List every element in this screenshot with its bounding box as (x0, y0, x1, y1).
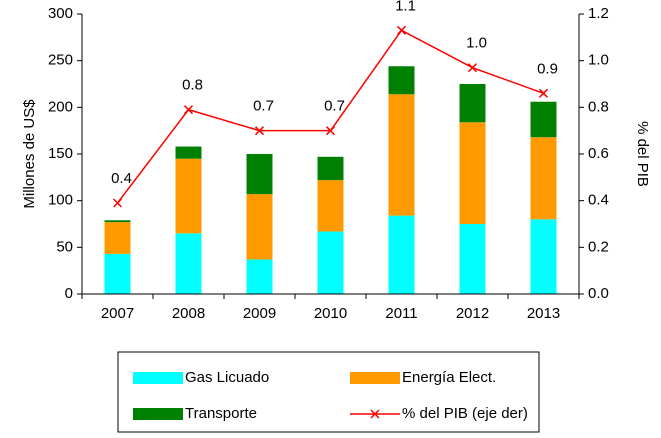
y-axis-label: Millones de US$ (21, 99, 38, 209)
line-marker (183, 105, 194, 115)
data-label: 1.0 (466, 35, 487, 52)
data-label: 0.7 (253, 98, 274, 115)
legend-swatch (133, 372, 183, 384)
y-tick-label: 50 (56, 238, 73, 255)
line-marker (112, 198, 123, 208)
bar (175, 233, 202, 294)
y-tick-label: 150 (48, 145, 73, 162)
bar (246, 154, 273, 195)
y-tick-label: 300 (48, 5, 73, 22)
legend-marker (370, 409, 380, 419)
y2-tick-label: 0.4 (588, 192, 609, 209)
bar (175, 158, 202, 234)
y2-tick-label: 0.0 (588, 285, 609, 302)
data-label: 0.8 (182, 77, 203, 94)
x-tick-label: 2007 (101, 305, 134, 322)
y2-tick-label: 1.0 (588, 52, 609, 69)
x-tick-label: 2009 (243, 305, 276, 322)
line-marker (467, 63, 478, 73)
legend-label: Energía Elect. (402, 369, 496, 386)
y2-tick-label: 0.6 (588, 145, 609, 162)
bar (388, 66, 415, 95)
y-tick-label: 200 (48, 98, 73, 115)
y-tick-label: 250 (48, 52, 73, 69)
bar (388, 215, 415, 294)
bar (246, 194, 273, 260)
y2-tick-label: 0.2 (588, 238, 609, 255)
y-tick-label: 0 (65, 285, 73, 302)
y2-axis-label: % del PIB (634, 121, 651, 187)
y-tick-label: 100 (48, 192, 73, 209)
bar (530, 219, 557, 294)
data-label: 1.1 (395, 0, 416, 14)
bar (459, 122, 486, 224)
bar (459, 84, 486, 123)
bar (317, 180, 344, 232)
legend-box (117, 351, 540, 433)
bar (388, 94, 415, 216)
bar (317, 156, 344, 181)
line-marker (254, 126, 265, 136)
legend-label: % del PIB (eje der) (402, 405, 528, 422)
legend-swatch (350, 372, 400, 384)
bar (175, 146, 202, 159)
bar (246, 259, 273, 294)
data-label: 0.9 (537, 60, 558, 77)
data-label: 0.7 (324, 98, 345, 115)
bar (530, 101, 557, 138)
x-tick-label: 2013 (527, 305, 560, 322)
bar (530, 137, 557, 220)
bar (459, 224, 486, 294)
y2-tick-label: 0.8 (588, 98, 609, 115)
line-marker (325, 126, 336, 136)
data-label: 0.4 (111, 170, 132, 187)
line-marker (538, 88, 549, 98)
x-tick-label: 2012 (456, 305, 489, 322)
legend-swatch (133, 408, 183, 420)
legend-label: Transporte (185, 405, 257, 422)
bar (104, 222, 131, 254)
x-tick-label: 2010 (314, 305, 347, 322)
x-tick-label: 2011 (385, 305, 417, 322)
bar (104, 220, 131, 223)
x-tick-label: 2008 (172, 305, 205, 322)
legend-label: Gas Licuado (185, 369, 269, 386)
line-marker (396, 25, 407, 35)
bar (104, 253, 131, 294)
bar (317, 231, 344, 294)
y2-tick-label: 1.2 (588, 5, 609, 22)
